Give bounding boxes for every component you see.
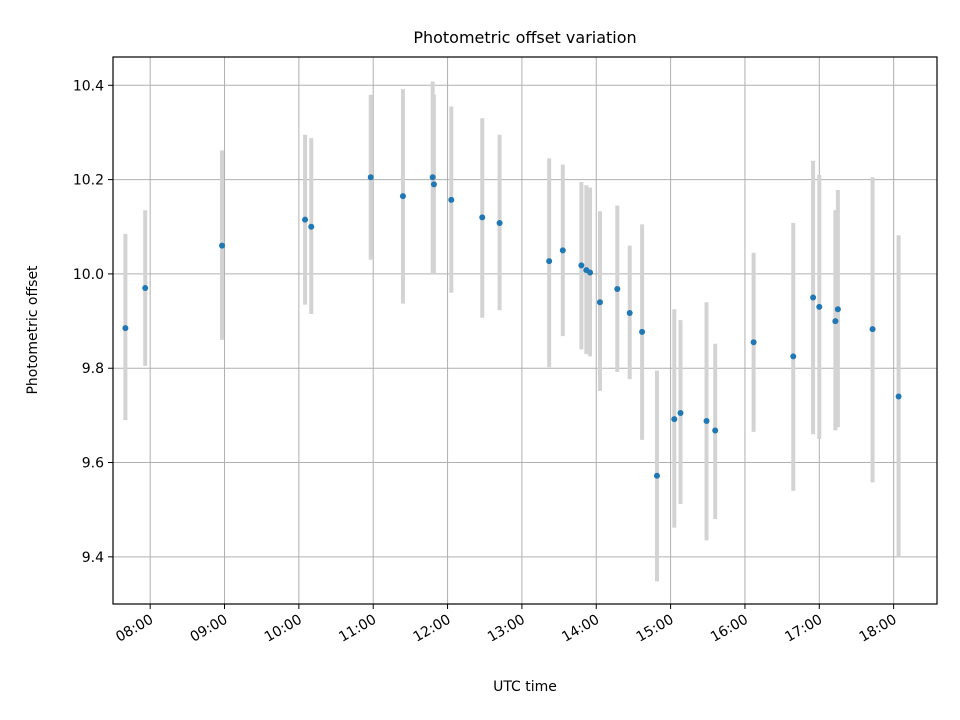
data-point (546, 258, 553, 265)
data-point (869, 326, 876, 333)
data-point (895, 393, 902, 400)
data-point (219, 242, 226, 249)
data-point (302, 216, 309, 223)
data-point (578, 262, 585, 269)
data-point (614, 286, 621, 293)
data-point (832, 318, 839, 325)
data-point (429, 174, 436, 181)
data-point (399, 193, 406, 200)
data-point (596, 299, 603, 306)
y-tick-label: 10.2 (73, 173, 104, 189)
data-point (671, 416, 678, 423)
data-point (677, 410, 684, 417)
y-axis: 9.4 9.6 9.8 10.0 10.2 10.4 (73, 78, 113, 566)
data-point (587, 269, 594, 276)
data-point (703, 418, 710, 425)
data-point (790, 353, 797, 360)
data-point (142, 285, 149, 292)
y-tick-label: 9.6 (82, 456, 104, 472)
y-tick-label: 9.4 (82, 550, 104, 566)
data-point (810, 294, 817, 301)
data-point (479, 214, 486, 221)
data-point (834, 306, 841, 313)
data-point (653, 472, 660, 479)
data-point (122, 325, 129, 332)
chart-title: Photometric offset variation (413, 28, 636, 47)
data-point (448, 196, 455, 203)
y-tick-label: 10.0 (73, 267, 104, 283)
data-point (430, 181, 437, 188)
data-point (639, 328, 646, 335)
y-tick-label: 10.4 (73, 78, 104, 94)
data-point (308, 223, 315, 230)
data-points (122, 174, 902, 479)
data-point (750, 339, 757, 346)
data-point (367, 174, 374, 181)
data-point (559, 247, 566, 254)
x-axis-label: UTC time (493, 679, 557, 695)
plot-frame (112, 56, 938, 605)
data-point (816, 303, 823, 310)
data-point (712, 427, 719, 434)
data-point (626, 310, 633, 317)
data-point (496, 219, 503, 226)
y-tick-label: 9.8 (82, 361, 104, 377)
y-axis-label: Photometric offset (25, 265, 41, 395)
